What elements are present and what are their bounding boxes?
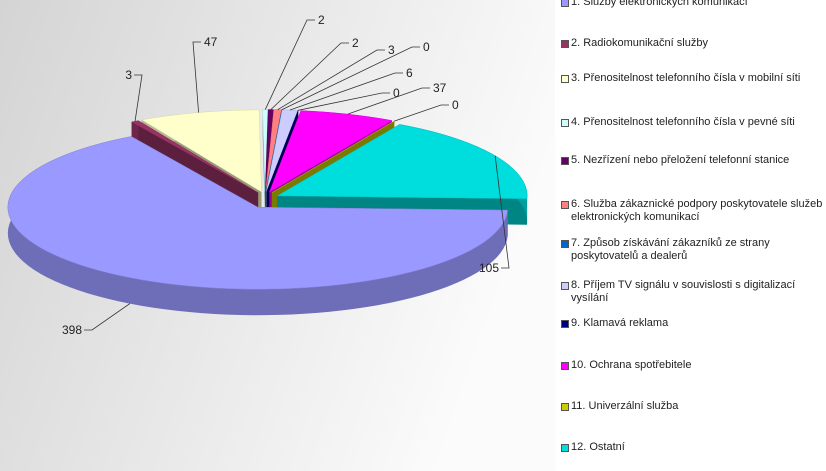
data-label: 0: [452, 98, 459, 112]
legend-swatch: [561, 240, 569, 248]
leader-line: [298, 92, 390, 111]
leader-line: [394, 104, 449, 122]
data-label: 3: [125, 68, 132, 82]
legend-label: 9. Klamavá reklama: [571, 317, 669, 329]
legend-item: 5. Nezřízení nebo přeložení telefonní st…: [561, 154, 826, 167]
legend-label: 10. Ochrana spotřebitele: [571, 359, 692, 371]
legend-item: 2. Radiokomunikační služby: [561, 37, 826, 50]
legend-item: 6. Služba zákaznické podpory poskytovate…: [561, 198, 826, 224]
leader-line: [270, 42, 349, 110]
legend-label: 8. Příjem TV signálu v souvislosti s dig…: [571, 279, 796, 304]
legend-item: 1. Služby elektronických komunikací: [561, 0, 826, 9]
legend-item: 3. Přenositelnost telefonního čísla v mo…: [561, 72, 826, 85]
legend-swatch: [561, 0, 569, 7]
leader-line: [289, 72, 403, 111]
leader-line: [281, 46, 420, 111]
legend-label: 12. Ostatní: [571, 441, 625, 453]
data-label: 105: [479, 261, 499, 275]
data-label: 398: [62, 323, 82, 337]
data-label: 2: [318, 13, 325, 27]
legend-label: 4. Přenositelnost telefonního čísla v pe…: [571, 116, 795, 128]
leader-line: [192, 41, 201, 113]
legend-swatch: [561, 362, 569, 370]
legend-label: 6. Služba zákaznické podpory poskytovate…: [571, 198, 823, 223]
leader-line: [264, 19, 315, 110]
legend-swatch: [561, 282, 569, 290]
legend-label: 7. Způsob získávání zákazníků ze strany …: [571, 237, 770, 262]
data-label: 6: [406, 66, 413, 80]
leader-line: [134, 74, 143, 122]
legend-label: 3. Přenositelnost telefonního čísla v mo…: [571, 72, 801, 84]
data-label: 0: [423, 40, 430, 54]
legend-swatch: [561, 40, 569, 48]
leader-line: [494, 155, 510, 269]
legend-item: 11. Univerzální služba: [561, 400, 826, 413]
legend-label: 11. Univerzální služba: [571, 400, 679, 412]
legend: 1. Služby elektronických komunikací 2. Ra…: [555, 0, 826, 471]
data-label: 0: [393, 86, 400, 100]
legend-swatch: [561, 119, 569, 127]
legend-label: 1. Služby elektronických komunikací: [571, 0, 748, 8]
data-label: 3: [388, 43, 395, 57]
legend-label: 2. Radiokomunikační služby: [571, 37, 708, 49]
legend-swatch: [561, 75, 569, 83]
legend-item: 8. Příjem TV signálu v souvislosti s dig…: [561, 279, 826, 305]
legend-swatch: [561, 320, 569, 328]
legend-item: 7. Způsob získávání zákazníků ze strany …: [561, 237, 826, 263]
legend-item: 10. Ochrana spotřebitele: [561, 359, 826, 372]
legend-swatch: [561, 201, 569, 209]
leader-line: [277, 49, 385, 111]
slice: [7, 136, 508, 290]
legend-item: 12. Ostatní: [561, 441, 826, 454]
legend-item: 9. Klamavá reklama: [561, 317, 826, 330]
legend-swatch: [561, 403, 569, 411]
leader-line: [347, 87, 430, 115]
legend-swatch: [561, 444, 569, 452]
data-label: 37: [433, 81, 447, 95]
legend-label: 5. Nezřízení nebo přeložení telefonní st…: [571, 154, 790, 166]
data-label: 47: [204, 35, 218, 49]
legend-item: 4. Přenositelnost telefonního čísla v pe…: [561, 116, 826, 129]
legend-swatch: [561, 157, 569, 165]
data-label: 2: [352, 36, 359, 50]
leader-line: [84, 303, 131, 331]
